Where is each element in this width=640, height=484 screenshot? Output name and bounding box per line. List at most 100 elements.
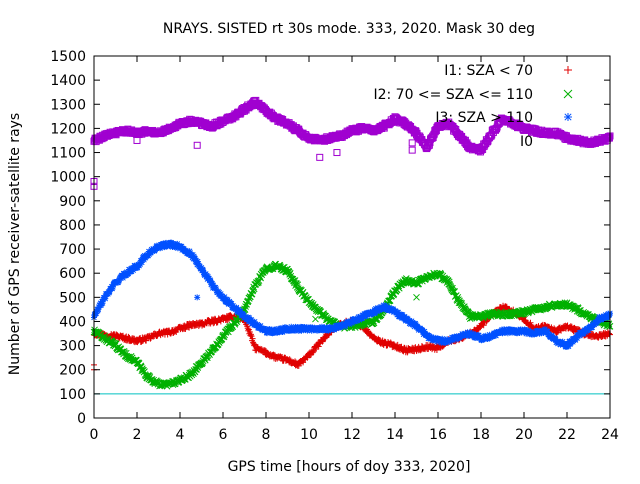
data-point	[152, 245, 159, 252]
legend-marker	[564, 113, 572, 121]
data-point	[589, 324, 596, 331]
data-point	[417, 347, 424, 354]
data-point	[109, 284, 116, 291]
x-tick-label: 2	[133, 427, 142, 443]
data-point	[346, 321, 353, 328]
x-tick-label: 10	[300, 427, 318, 443]
series-i1	[91, 302, 613, 373]
x-tick-label: 22	[558, 427, 576, 443]
data-point	[355, 314, 362, 321]
y-tick-label: 500	[59, 290, 86, 306]
data-point	[605, 133, 613, 141]
data-point-outlier	[133, 136, 141, 144]
data-point	[312, 346, 319, 353]
data-point	[245, 326, 252, 333]
data-point	[527, 319, 534, 326]
data-point	[408, 318, 415, 325]
x-tick-label: 12	[343, 427, 361, 443]
y-tick-label: 1300	[50, 97, 86, 113]
data-point	[318, 323, 325, 330]
data-point	[551, 325, 558, 332]
legend-label: I1: SZA < 70	[444, 63, 533, 79]
data-point-outlier	[408, 146, 416, 154]
legend-entry: I3: SZA > 110	[435, 110, 572, 126]
data-point	[254, 321, 261, 328]
data-point-outlier	[312, 315, 319, 323]
data-point-outlier	[194, 294, 201, 301]
data-point	[544, 328, 551, 335]
data-point	[605, 330, 612, 337]
data-point	[94, 307, 101, 314]
data-point	[363, 313, 370, 320]
data-point	[99, 300, 106, 307]
x-tick-label: 24	[601, 427, 619, 443]
data-point	[454, 293, 462, 301]
data-point	[342, 323, 349, 330]
data-point	[516, 330, 523, 337]
data-point	[186, 248, 193, 255]
data-point	[548, 333, 555, 340]
data-point	[214, 341, 222, 348]
data-point	[504, 330, 511, 337]
data-point	[375, 305, 382, 312]
data-point	[532, 330, 539, 337]
y-tick-label: 800	[59, 218, 86, 234]
x-axis-label: GPS time [hours of doy 333, 2020]	[228, 459, 471, 475]
data-point	[296, 326, 303, 333]
y-tick-label: 900	[59, 194, 86, 210]
x-tick-label: 8	[262, 427, 271, 443]
data-point	[255, 278, 262, 286]
series-i3	[91, 239, 613, 350]
data-point	[325, 327, 332, 334]
data-point	[115, 279, 122, 286]
data-point	[512, 309, 519, 316]
data-point	[475, 332, 482, 339]
data-series-layer	[90, 96, 614, 390]
axes: 0100200300400500600700800900100011001200…	[50, 49, 619, 443]
data-point	[604, 133, 612, 141]
data-point	[262, 327, 269, 334]
data-point	[450, 337, 457, 344]
y-tick-label: 100	[59, 387, 86, 403]
data-point	[190, 253, 197, 260]
data-point	[585, 327, 592, 334]
x-tick-label: 14	[386, 427, 404, 443]
data-point	[166, 243, 173, 250]
legend-marker	[563, 89, 573, 99]
legend-entry: I0	[520, 134, 533, 150]
data-point	[116, 276, 123, 283]
data-point	[315, 343, 322, 350]
legend-label: I0	[520, 134, 533, 150]
data-point	[95, 306, 102, 313]
x-tick-label: 4	[176, 427, 185, 443]
data-point	[184, 248, 191, 255]
data-point	[433, 346, 440, 353]
data-point	[256, 324, 263, 331]
y-tick-label: 700	[59, 242, 86, 258]
x-tick-label: 0	[90, 427, 99, 443]
data-point	[286, 356, 293, 363]
data-point	[428, 334, 435, 341]
data-point	[251, 318, 258, 325]
data-point	[115, 278, 122, 285]
x-tick-label: 20	[515, 427, 533, 443]
data-point	[349, 320, 355, 327]
data-point	[480, 322, 487, 329]
legend: I1: SZA < 70 I2: 70 <= SZA <= 110 I3: SZA …	[373, 63, 573, 150]
data-point	[351, 316, 358, 323]
y-tick-label: 0	[77, 411, 86, 427]
data-point	[574, 335, 581, 342]
data-point	[106, 288, 113, 295]
data-point	[401, 313, 408, 320]
data-point	[217, 290, 224, 297]
data-point	[244, 325, 251, 332]
data-point	[584, 325, 591, 332]
y-tick-label: 200	[59, 363, 86, 379]
legend-label: I3: SZA > 110	[435, 110, 533, 126]
x-tick-label: 16	[429, 427, 447, 443]
data-point-outlier	[316, 153, 324, 161]
data-point	[405, 317, 412, 324]
data-point	[204, 273, 211, 280]
legend-marker	[564, 66, 572, 74]
data-point	[605, 134, 613, 142]
